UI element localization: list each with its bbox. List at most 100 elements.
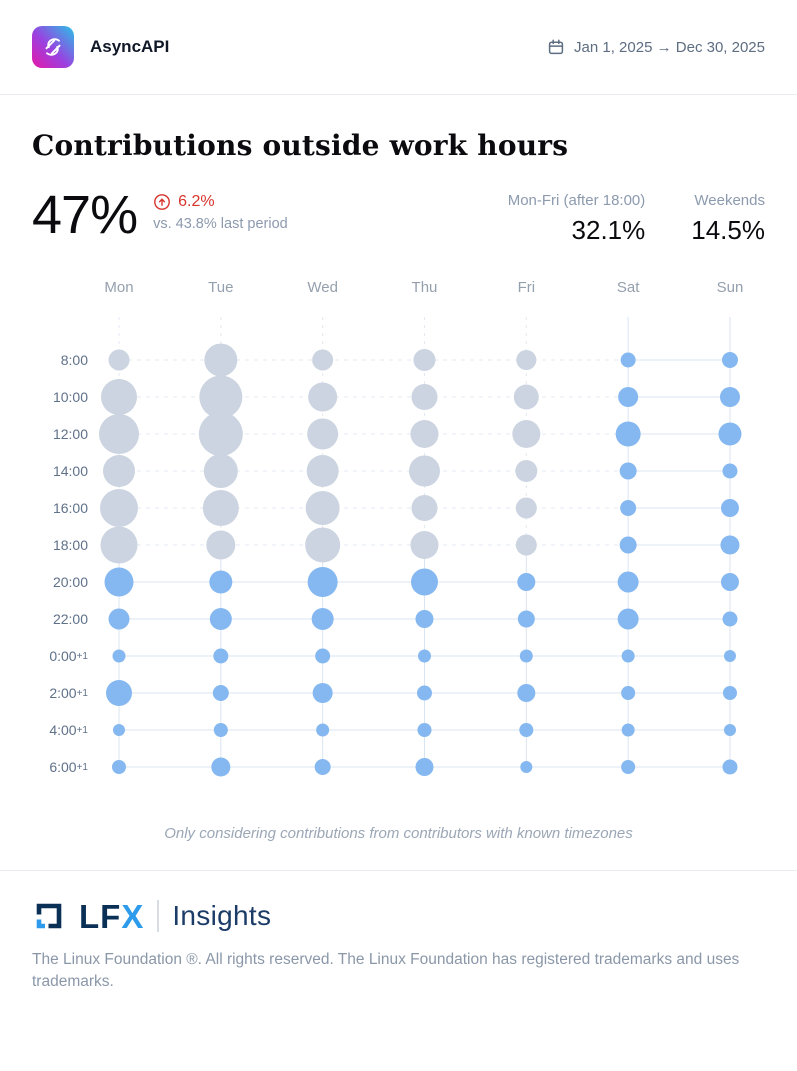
change-value: 6.2%: [178, 193, 215, 210]
chart-bubble[interactable]: [519, 649, 533, 663]
chart-bubble[interactable]: [113, 724, 125, 736]
chart-bubble[interactable]: [517, 684, 536, 702]
row-label: 4:00+1: [49, 722, 88, 738]
chart-bubble[interactable]: [203, 454, 238, 488]
chart-bubble[interactable]: [101, 379, 137, 415]
chart-bubble[interactable]: [315, 648, 331, 664]
chart-bubble[interactable]: [417, 723, 432, 737]
chart-bubble[interactable]: [517, 573, 536, 591]
chart-bubble[interactable]: [212, 685, 229, 701]
chart-bubble[interactable]: [722, 686, 737, 700]
chart-bubble[interactable]: [722, 611, 738, 627]
chart-bubble[interactable]: [198, 412, 243, 456]
chart-bubble[interactable]: [100, 489, 138, 527]
chart-bubble[interactable]: [209, 608, 232, 630]
chart-bubble[interactable]: [103, 455, 135, 487]
chart-bubble[interactable]: [209, 570, 233, 594]
chart-bubble[interactable]: [312, 349, 334, 371]
chart-bubble[interactable]: [100, 526, 138, 564]
chart-bubble[interactable]: [520, 761, 533, 773]
chart-bubble[interactable]: [108, 349, 130, 371]
chart-bubble[interactable]: [410, 531, 439, 559]
chart-bubble[interactable]: [621, 760, 636, 774]
chart-bubble[interactable]: [408, 455, 440, 487]
chart-bubble[interactable]: [213, 648, 229, 664]
chart-bubble[interactable]: [723, 724, 736, 736]
chart-bubble[interactable]: [410, 568, 438, 596]
chart-bubble[interactable]: [415, 610, 434, 628]
chart-bubble[interactable]: [211, 757, 231, 777]
chart-bubble[interactable]: [204, 343, 238, 377]
chart-bubble[interactable]: [202, 490, 239, 526]
column-header-label: Mon: [104, 279, 133, 296]
chart-bubble[interactable]: [515, 497, 537, 519]
chart-bubble[interactable]: [416, 685, 432, 701]
chart-bubble[interactable]: [621, 686, 636, 700]
chart-bubble[interactable]: [316, 723, 330, 737]
chart-bubble[interactable]: [620, 352, 636, 368]
chart-bubble[interactable]: [314, 759, 331, 775]
chart-bubble[interactable]: [621, 723, 635, 737]
chart-bubble[interactable]: [415, 758, 434, 776]
asyncapi-logo-icon: [32, 26, 74, 68]
row-label: 18:00: [53, 537, 88, 553]
chart-bubble[interactable]: [104, 567, 134, 597]
chart-bubble[interactable]: [621, 649, 635, 663]
lfx-insights-logo[interactable]: LFX Insights: [32, 899, 765, 933]
chart-bubble[interactable]: [411, 495, 438, 521]
chart-bubble[interactable]: [305, 491, 340, 525]
chart-bubble[interactable]: [619, 536, 637, 554]
chart-bubble[interactable]: [413, 349, 436, 371]
chart-bubble[interactable]: [513, 384, 539, 410]
chart-bubble[interactable]: [519, 723, 534, 737]
chart-bubble[interactable]: [106, 680, 132, 706]
chart-bubble[interactable]: [617, 608, 639, 630]
row-label: 10:00: [53, 389, 88, 405]
row-label: 0:00+1: [49, 648, 88, 664]
chart-bubble[interactable]: [307, 567, 338, 597]
column-header-label: Sun: [717, 279, 744, 296]
chart-bubble[interactable]: [722, 759, 738, 775]
stats-row: 47% 6.2% vs. 43.8% last period M: [32, 188, 765, 246]
chart-bubble[interactable]: [718, 422, 742, 446]
chart-bubble[interactable]: [719, 387, 740, 407]
chart-bubble[interactable]: [512, 420, 541, 448]
chart-bubble[interactable]: [723, 650, 736, 662]
chart-bubble[interactable]: [112, 760, 126, 774]
breakdown-stats: Mon-Fri (after 18:00) 32.1% Weekends 14.…: [508, 188, 765, 246]
date-range[interactable]: Jan 1, 2025 → Dec 30, 2025: [547, 38, 765, 56]
comparison-label: vs. 43.8% last period: [153, 216, 288, 232]
chart-bubble[interactable]: [306, 455, 339, 487]
chart-bubble[interactable]: [99, 414, 139, 454]
chart-bubble[interactable]: [112, 649, 126, 663]
chart-bubble[interactable]: [311, 608, 334, 630]
chart-bubble[interactable]: [312, 683, 333, 703]
chart-bubble[interactable]: [108, 608, 130, 630]
chart-area: Mon Tue Wed Thu Fri Sat Sun 8:00 10:00 12:00 14:00…: [32, 272, 765, 842]
chart-bubble[interactable]: [615, 421, 641, 447]
chart-bubble[interactable]: [213, 723, 228, 737]
chart-bubble[interactable]: [308, 382, 338, 412]
column-header-label: Fri: [518, 279, 536, 296]
chart-bubble[interactable]: [417, 649, 431, 663]
chart-bubble[interactable]: [620, 500, 637, 516]
chart-bubble[interactable]: [721, 352, 738, 368]
chart-bubble[interactable]: [307, 418, 339, 450]
chart-bubble[interactable]: [515, 460, 538, 482]
chart-bubble[interactable]: [617, 571, 639, 593]
chart-bubble[interactable]: [722, 463, 738, 479]
chart-bubble[interactable]: [517, 610, 535, 628]
chart-bubble[interactable]: [410, 420, 439, 448]
chart-bubble[interactable]: [305, 527, 341, 563]
chart-bubble[interactable]: [720, 499, 739, 517]
chart-bubble[interactable]: [619, 462, 637, 480]
chart-bubble[interactable]: [720, 573, 739, 591]
chart-bubble[interactable]: [618, 387, 639, 407]
chart-bubble[interactable]: [206, 530, 236, 560]
chart-bubble[interactable]: [516, 350, 537, 370]
chart-bubble[interactable]: [720, 535, 740, 555]
chart-bubble[interactable]: [515, 534, 537, 556]
column-header-label: Sat: [617, 279, 640, 296]
chart-bubble[interactable]: [199, 375, 243, 419]
chart-bubble[interactable]: [411, 384, 438, 410]
